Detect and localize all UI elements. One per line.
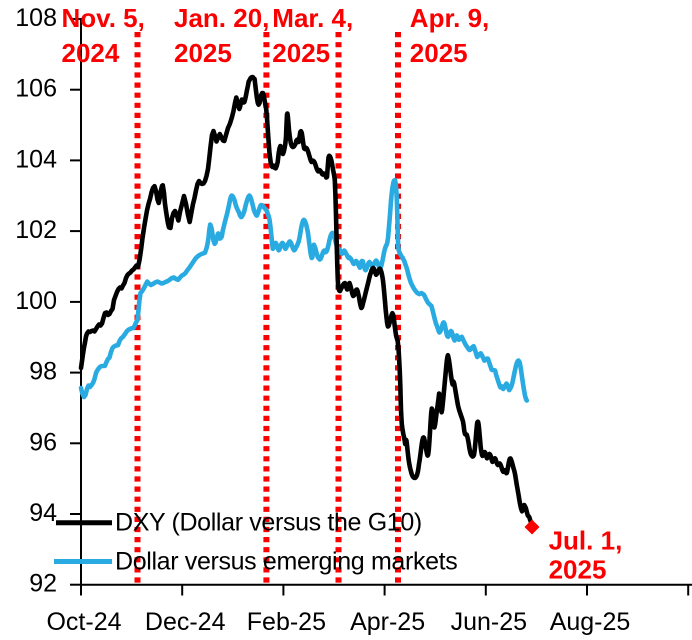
svg-text:102: 102: [15, 216, 57, 244]
svg-text:Jan. 20,: Jan. 20,: [174, 3, 269, 33]
svg-text:Oct-24: Oct-24: [46, 608, 121, 636]
svg-text:Dec-24: Dec-24: [145, 608, 226, 636]
svg-text:98: 98: [29, 358, 57, 386]
svg-text:108: 108: [15, 4, 57, 32]
svg-text:106: 106: [15, 75, 57, 103]
svg-text:2025: 2025: [410, 38, 468, 68]
svg-text:Apr. 9,: Apr. 9,: [410, 3, 489, 33]
svg-text:Apr-25: Apr-25: [350, 608, 425, 636]
svg-text:2025: 2025: [174, 38, 232, 68]
svg-text:96: 96: [29, 428, 57, 456]
svg-text:Jun-25: Jun-25: [451, 608, 527, 636]
svg-text:Nov. 5,: Nov. 5,: [62, 3, 145, 33]
svg-text:100: 100: [15, 287, 57, 315]
svg-text:Dollar versus emerging markets: Dollar versus emerging markets: [115, 548, 457, 576]
svg-text:104: 104: [15, 145, 57, 173]
svg-text:Feb-25: Feb-25: [247, 608, 326, 636]
svg-text:94: 94: [29, 499, 57, 527]
svg-text:2025: 2025: [272, 38, 330, 68]
svg-text:2024: 2024: [62, 38, 120, 68]
svg-text:2025: 2025: [549, 555, 607, 585]
svg-text:Aug-25: Aug-25: [550, 608, 631, 636]
svg-text:DXY (Dollar versus the G10): DXY (Dollar versus the G10): [115, 509, 422, 537]
svg-text:Jul. 1,: Jul. 1,: [549, 525, 623, 555]
svg-text:92: 92: [29, 570, 57, 598]
svg-text:Mar. 4,: Mar. 4,: [272, 3, 353, 33]
